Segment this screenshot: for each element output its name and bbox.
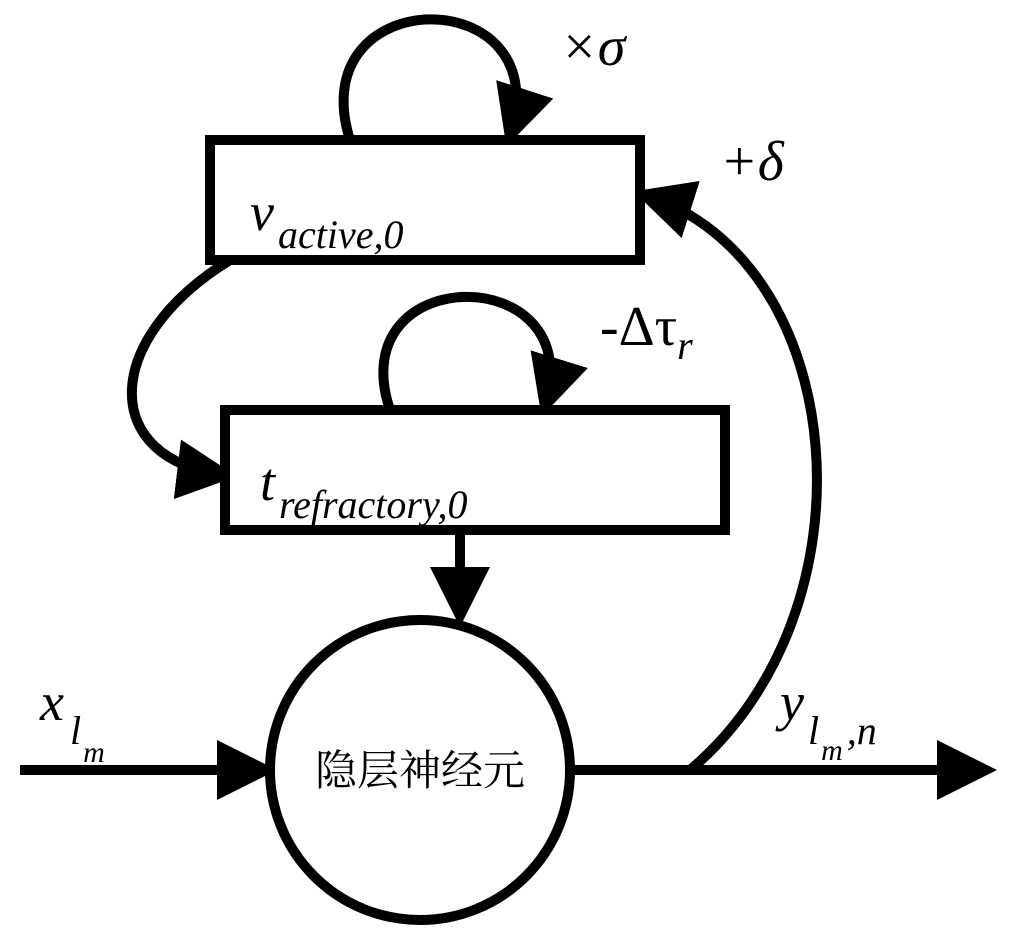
label-output: ylm,n <box>775 672 877 767</box>
label-self-active: ×σ <box>560 16 628 78</box>
node-active <box>210 140 640 260</box>
label-feedback: +δ <box>720 131 785 193</box>
label-input: xlm <box>39 672 105 769</box>
label-self-refractory: -Δτr <box>600 296 693 368</box>
edge-self-refractory <box>383 297 550 410</box>
node-neuron-label: 隐层神经元 <box>315 738 525 798</box>
edge-active-to-refractory <box>132 260 230 475</box>
diagram-canvas: ×σ -Δτr xlm ylm,n +δ vactive,0 trefracto… <box>0 0 1009 932</box>
edge-self-active <box>344 19 517 140</box>
